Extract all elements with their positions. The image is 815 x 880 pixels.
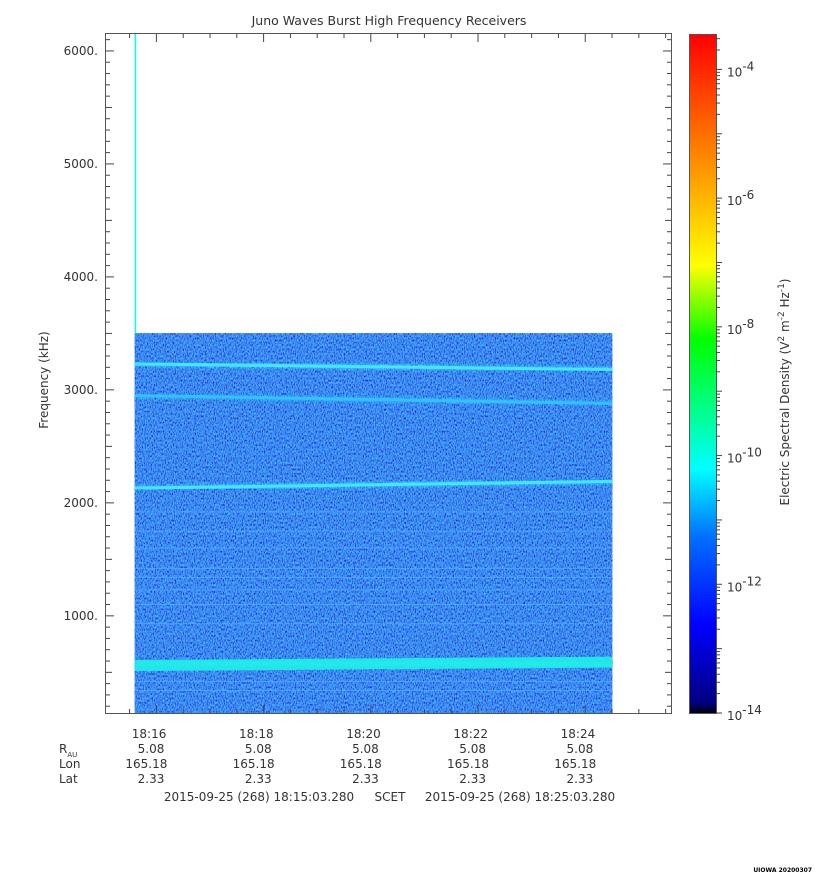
lon-value: 165.18: [340, 757, 382, 771]
y-tick-label: 3000.: [64, 383, 98, 397]
x-tick-label: 18:18: [239, 727, 274, 741]
lat-value: 2.33: [138, 772, 165, 786]
colorbar-axis: 10-14 10-12 10-10 10-8 10-6 10-4: [716, 38, 762, 723]
colorbar-tick-label: 10-4: [727, 59, 754, 79]
colorbar-tick-label: 10-10: [727, 446, 762, 466]
r-au-subscript: AU: [67, 751, 77, 759]
lon-value: 165.18: [125, 757, 167, 771]
time-range-separator: SCET: [375, 790, 407, 804]
plot-frame: [105, 33, 672, 714]
y-tick-label: 2000.: [64, 496, 98, 510]
r-au-value: 5.08: [459, 742, 486, 756]
emission-band: [134, 656, 613, 672]
y-tick-label: 4000.: [64, 270, 98, 284]
r-au-value: 5.08: [352, 742, 379, 756]
time-range-end: 2015-09-25 (268) 18:25:03.280: [425, 790, 615, 804]
plot-area: [134, 34, 613, 713]
lon-value: 165.18: [554, 757, 596, 771]
y-tick-label: 5000.: [64, 157, 98, 171]
x-tick-label: 18:16: [132, 727, 167, 741]
colorbar-tick-label: 10-14: [727, 703, 762, 723]
lat-value: 2.33: [352, 772, 379, 786]
ephemeris-label-lon: Lon: [59, 757, 80, 771]
ephemeris-label-r: RAU: [59, 742, 77, 759]
x-tick-label: 18:24: [561, 727, 596, 741]
colorbar-tick-label: 10-8: [727, 317, 754, 337]
lon-value: 165.18: [233, 757, 275, 771]
r-au-value: 5.08: [138, 742, 165, 756]
colorbar: [689, 34, 717, 714]
chart-title: Juno Waves Burst High Frequency Receiver…: [251, 13, 527, 28]
ephemeris-label-lat: Lat: [59, 772, 78, 786]
emission-band: [134, 394, 613, 405]
x-axis: 18:165.08165.182.3318:185.08165.182.3318…: [125, 34, 667, 786]
x-tick-label: 18:22: [453, 727, 488, 741]
y-axis-label: Frequency (kHz): [37, 331, 51, 428]
y-tick-label: 6000.: [64, 44, 98, 58]
emission-band: [134, 479, 613, 490]
credit-stamp: UIOWA 20200307: [753, 867, 812, 874]
y-tick-label: 1000.: [64, 609, 98, 623]
colorbar-label: Electric Spectral Density (V2 m-2 Hz-1): [777, 278, 792, 505]
x-tick-label: 18:20: [346, 727, 381, 741]
lon-value: 165.18: [447, 757, 489, 771]
lat-value: 2.33: [459, 772, 486, 786]
time-range-start: 2015-09-25 (268) 18:15:03.280: [164, 790, 354, 804]
colorbar-tick-label: 10-6: [727, 188, 754, 208]
emission-band: [134, 362, 613, 372]
y-axis: 1000. 2000. 3000. 4000. 5000. 6000.: [64, 39, 671, 707]
r-au-value: 5.08: [245, 742, 272, 756]
r-au-main: R: [59, 742, 67, 756]
r-au-value: 5.08: [567, 742, 594, 756]
lat-value: 2.33: [245, 772, 272, 786]
colorbar-tick-label: 10-12: [727, 574, 762, 594]
spectrogram-noise: [134, 333, 613, 713]
lat-value: 2.33: [567, 772, 594, 786]
